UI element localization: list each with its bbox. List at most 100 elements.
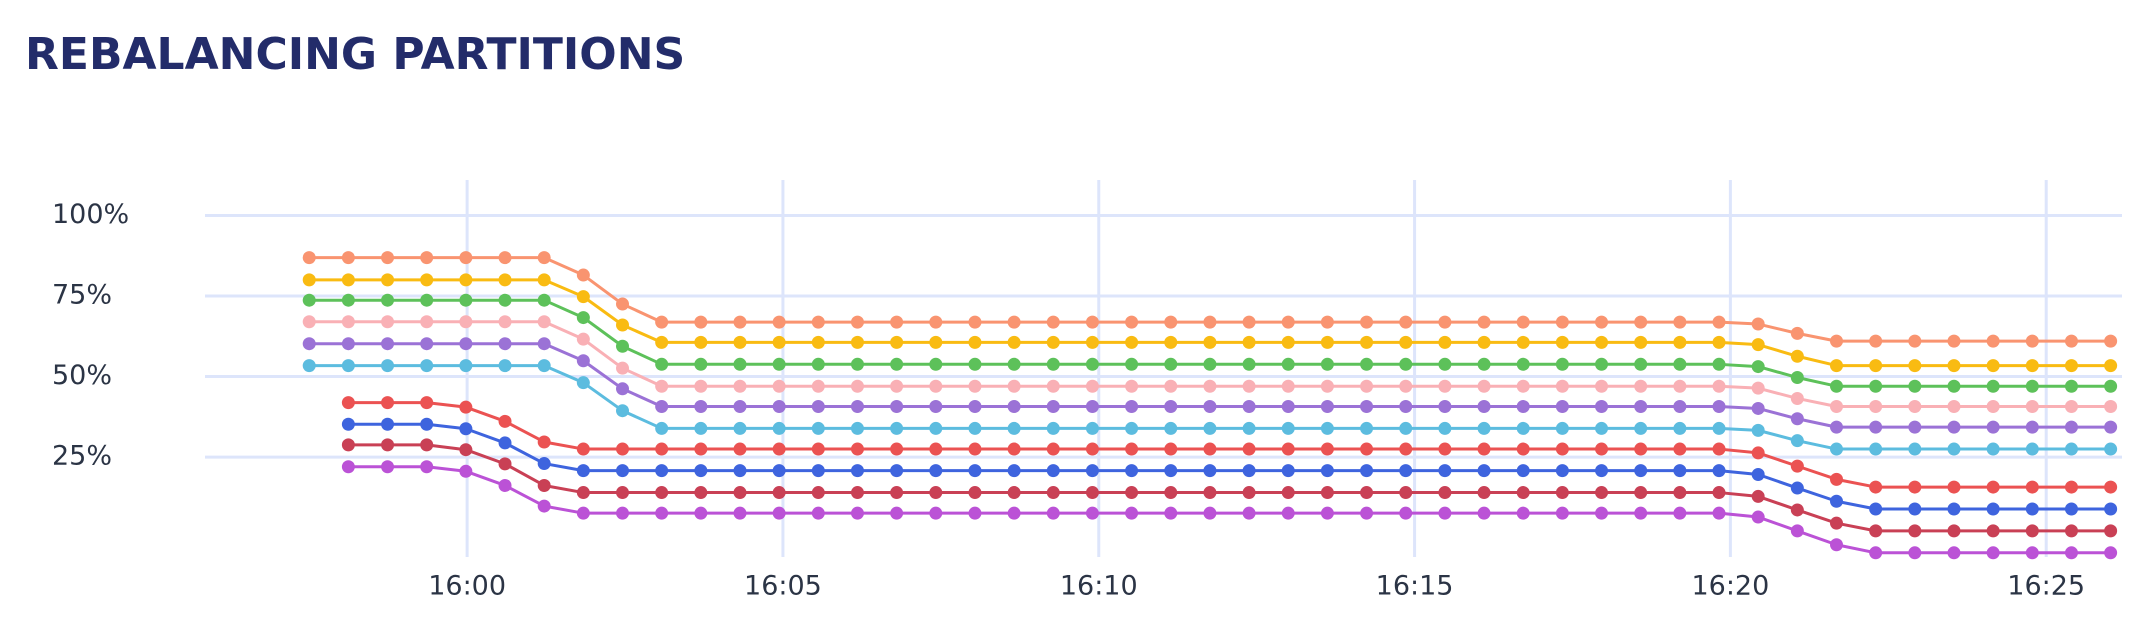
data-point: [890, 379, 904, 393]
data-point: [1203, 486, 1217, 500]
data-point: [498, 337, 512, 351]
data-point: [1242, 442, 1256, 456]
data-point: [341, 273, 355, 287]
data-point: [576, 332, 590, 346]
data-point: [498, 414, 512, 428]
series-line: [348, 422, 2111, 511]
data-point: [1986, 502, 2000, 516]
data-point: [1986, 442, 2000, 456]
data-point: [1986, 379, 2000, 393]
data-point: [1281, 400, 1295, 414]
data-point: [1712, 464, 1726, 478]
data-point: [2064, 524, 2078, 538]
data-point: [772, 357, 786, 371]
data-point: [1125, 486, 1139, 500]
data-point: [1320, 442, 1334, 456]
data-point: [1360, 506, 1374, 520]
data-point: [1320, 400, 1334, 414]
data-point: [1516, 400, 1530, 414]
data-point: [1242, 379, 1256, 393]
data-point: [890, 464, 904, 478]
data-point: [929, 335, 943, 349]
data-point: [1790, 391, 1804, 405]
data-point: [381, 359, 395, 373]
data-point: [811, 464, 825, 478]
data-point: [772, 315, 786, 329]
data-point: [420, 251, 434, 265]
data-point: [2064, 480, 2078, 494]
data-point: [655, 464, 669, 478]
data-point: [1164, 442, 1178, 456]
data-point: [498, 251, 512, 265]
data-point: [1477, 464, 1491, 478]
data-point: [811, 421, 825, 435]
series-line: [348, 443, 2111, 533]
data-point: [537, 457, 551, 471]
data-point: [1516, 421, 1530, 435]
data-point: [1281, 357, 1295, 371]
data-point: [2025, 420, 2039, 434]
data-point: [2025, 359, 2039, 373]
x-tick-label: 16:25: [2007, 571, 2085, 602]
data-point: [1712, 506, 1726, 520]
data-point: [2104, 334, 2118, 348]
x-tick-label: 16:10: [1060, 571, 1138, 602]
data-point: [2104, 480, 2118, 494]
data-point: [850, 506, 864, 520]
x-tick-label: 16:05: [744, 571, 822, 602]
data-point: [1947, 359, 1961, 373]
data-point: [616, 486, 630, 500]
data-point: [1869, 502, 1883, 516]
data-point: [1986, 400, 2000, 414]
data-point: [576, 311, 590, 325]
data-point: [1595, 464, 1609, 478]
data-point: [420, 396, 434, 410]
data-point: [341, 251, 355, 265]
data-point: [1595, 421, 1609, 435]
data-point: [420, 460, 434, 474]
data-point: [1790, 524, 1804, 538]
data-point: [694, 421, 708, 435]
data-point: [459, 359, 473, 373]
data-point: [1673, 379, 1687, 393]
data-point: [1125, 506, 1139, 520]
data-point: [1320, 379, 1334, 393]
data-point: [1712, 486, 1726, 500]
data-point: [929, 357, 943, 371]
data-point: [2064, 546, 2078, 560]
data-point: [302, 359, 316, 373]
data-point: [890, 442, 904, 456]
data-point: [1085, 442, 1099, 456]
data-point: [1516, 357, 1530, 371]
data-point: [1477, 335, 1491, 349]
data-point: [1320, 486, 1334, 500]
data-point: [890, 421, 904, 435]
data-point: [2025, 480, 2039, 494]
data-point: [1908, 420, 1922, 434]
data-point: [968, 486, 982, 500]
data-point: [1320, 357, 1334, 371]
data-point: [694, 442, 708, 456]
data-point: [616, 404, 630, 418]
data-point: [616, 339, 630, 353]
data-point: [1125, 379, 1139, 393]
data-point: [694, 357, 708, 371]
data-point: [968, 506, 982, 520]
data-point: [1986, 524, 2000, 538]
data-point: [1947, 379, 1961, 393]
data-point: [1555, 464, 1569, 478]
data-point: [1869, 334, 1883, 348]
data-point: [1790, 459, 1804, 473]
data-point: [890, 357, 904, 371]
data-point: [968, 357, 982, 371]
data-point: [1830, 538, 1844, 552]
data-point: [850, 464, 864, 478]
x-tick-label: 16:00: [428, 571, 506, 602]
data-point: [2025, 334, 2039, 348]
data-point: [2025, 546, 2039, 560]
data-point: [890, 315, 904, 329]
data-point: [772, 442, 786, 456]
data-point: [1007, 400, 1021, 414]
data-point: [1947, 546, 1961, 560]
data-point: [1399, 421, 1413, 435]
